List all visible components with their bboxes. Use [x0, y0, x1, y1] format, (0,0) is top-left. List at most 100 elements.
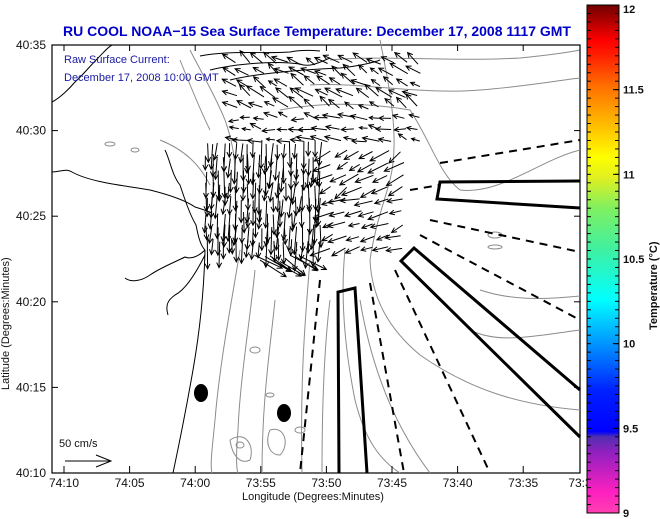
current-vector-arrow-icon — [367, 211, 389, 221]
current-vector-arrow-icon — [261, 156, 268, 175]
current-vector-arrow-icon — [350, 78, 366, 86]
current-vector-arrow-icon — [225, 158, 232, 179]
current-vector-arrow-icon — [334, 149, 348, 158]
current-vector-arrow-icon — [314, 88, 328, 96]
y-axis-label: Latitude (Degrees:Minutes) — [0, 257, 12, 390]
colorbar-tick-label: 10.5 — [623, 254, 644, 266]
current-vector-arrow-icon — [258, 228, 265, 252]
current-vector-arrow-icon — [327, 235, 347, 244]
colorbar-tick-label: 12 — [623, 4, 635, 16]
current-vector-arrow-icon — [406, 51, 419, 65]
current-vector-arrow-icon — [319, 95, 330, 107]
current-vector-arrow-icon — [262, 171, 269, 197]
current-vector-arrow-icon — [270, 55, 288, 63]
current-vector-arrow-icon — [300, 67, 316, 74]
current-vector-arrow-icon — [249, 141, 256, 159]
current-vector-arrow-icon — [328, 211, 345, 218]
current-vector-arrow-icon — [294, 255, 319, 272]
current-vector-arrow-icon — [233, 238, 240, 264]
current-vector-arrow-icon — [347, 222, 360, 228]
current-vector-arrow-icon — [309, 135, 328, 143]
current-vector-arrow-icon — [349, 114, 368, 121]
current-vector-arrow-icon — [286, 56, 301, 66]
colorbar-tick-label: 11 — [623, 169, 635, 181]
current-vector-arrow-icon — [255, 242, 262, 259]
current-vector-arrow-icon — [384, 234, 401, 241]
current-vector-arrow-icon — [238, 242, 245, 265]
current-vector-arrow-icon — [360, 246, 373, 252]
current-vector-arrow-icon — [371, 246, 389, 253]
current-vector-arrow-icon — [289, 137, 304, 144]
current-vector-arrow-icon — [262, 51, 277, 64]
map-title: RU COOL NOAA−15 Sea Surface Temperature:… — [63, 23, 571, 39]
current-vector-arrow-icon — [299, 184, 306, 212]
current-vector-arrow-icon — [375, 234, 389, 241]
current-vector-arrow-icon — [259, 85, 276, 98]
mooring-dot — [277, 404, 291, 422]
scale-label: 50 cm/s — [59, 438, 98, 450]
current-vector-arrow-icon — [364, 83, 379, 97]
current-vector-arrow-icon — [308, 169, 315, 189]
current-vector-arrow-icon — [367, 162, 389, 174]
current-vector-arrow-icon — [290, 72, 304, 86]
current-vector-arrow-icon — [234, 68, 249, 76]
current-vector-arrow-icon — [340, 126, 354, 133]
current-vector-arrow-icon — [221, 101, 238, 108]
current-vector-arrow-icon — [271, 97, 289, 108]
current-vector-arrow-icon — [252, 211, 259, 239]
current-vector-arrow-icon — [382, 75, 394, 86]
current-vector-arrow-icon — [272, 154, 279, 182]
current-vector-arrow-icon — [236, 100, 252, 109]
current-vector-arrow-icon — [229, 238, 236, 255]
current-vector-arrow-icon — [245, 169, 252, 186]
current-vector-arrow-icon — [387, 186, 403, 197]
current-vector-arrow-icon — [290, 184, 297, 206]
current-vector-arrow-icon — [275, 138, 290, 145]
current-vector-arrow-icon — [353, 200, 373, 207]
current-vector-arrow-icon — [410, 137, 420, 142]
x-tick-label: 74:10 — [49, 476, 79, 490]
current-vector-arrow-icon — [357, 64, 368, 74]
current-vector-arrow-icon — [330, 247, 346, 257]
current-vector-arrow-icon — [240, 183, 246, 202]
current-vector-arrow-icon — [324, 124, 340, 131]
current-vector-arrow-icon — [350, 138, 367, 145]
current-vector-arrow-icon — [267, 182, 274, 203]
current-vector-arrow-icon — [326, 221, 346, 229]
current-vector-arrow-icon — [220, 196, 227, 216]
current-vector-arrow-icon — [323, 134, 342, 142]
current-vector-arrow-icon — [331, 65, 342, 77]
y-axis: 40:35 40:30 40:25 40:20 40:15 40:10 — [16, 38, 580, 480]
current-vector-arrow-icon — [395, 78, 408, 87]
current-vector-arrow-icon — [268, 143, 274, 168]
current-vector-arrow-icon — [384, 97, 395, 107]
current-vector-arrow-icon — [408, 113, 420, 119]
current-vector-arrow-icon — [324, 87, 343, 98]
current-vector-arrow-icon — [249, 239, 255, 261]
current-vector-arrow-icon — [273, 67, 289, 74]
current-vector-arrow-icon — [313, 69, 327, 76]
current-vector-arrow-icon — [249, 172, 256, 200]
current-vector-arrow-icon — [226, 143, 233, 159]
current-vector-arrow-icon — [274, 87, 289, 99]
colorbar-tick-label: 10 — [623, 339, 635, 351]
current-vector-arrow-icon — [261, 186, 268, 202]
current-vector-arrow-icon — [221, 53, 236, 64]
colorbar-label: Temperature (°C) — [648, 241, 660, 330]
current-vector-arrow-icon — [284, 257, 307, 276]
current-vector-arrow-icon — [369, 150, 390, 162]
current-vector-arrow-icon — [339, 197, 360, 204]
current-vector-arrow-icon — [393, 126, 407, 133]
current-vector-arrow-icon — [312, 211, 334, 220]
current-vector-arrow-icon — [252, 66, 265, 74]
current-vector-arrow-icon — [373, 198, 389, 205]
current-vector-arrow-icon — [204, 238, 211, 270]
current-vector-arrow-icon — [221, 78, 237, 87]
mooring-dot — [194, 384, 208, 402]
current-vector-arrow-icon — [375, 87, 393, 98]
x-tick-label: 74:05 — [115, 476, 145, 490]
current-vector-arrow-icon — [239, 49, 251, 64]
current-vector-arrow-icon — [385, 197, 403, 204]
current-vector-arrow-icon — [225, 182, 232, 201]
